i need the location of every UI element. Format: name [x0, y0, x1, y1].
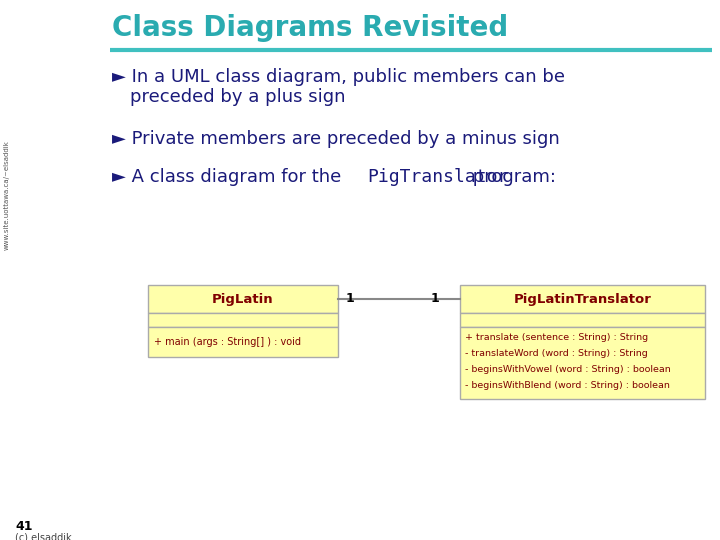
Text: PigTranslator: PigTranslator	[367, 168, 508, 186]
Text: www.site.uottawa.ca/~elsaddik: www.site.uottawa.ca/~elsaddik	[4, 140, 10, 250]
Text: + main (args : String[] ) : void: + main (args : String[] ) : void	[154, 337, 301, 347]
Bar	[148, 313, 338, 327]
Text: 1: 1	[346, 293, 354, 306]
Text: PigLatin: PigLatin	[212, 293, 274, 306]
Text: ► In a UML class diagram, public members can be: ► In a UML class diagram, public members…	[112, 68, 565, 86]
Text: ► A class diagram for the: ► A class diagram for the	[112, 168, 347, 186]
Bar	[460, 285, 705, 313]
Bar	[460, 313, 705, 327]
Bar	[460, 327, 705, 399]
Text: 41: 41	[15, 520, 32, 533]
Text: 1: 1	[431, 293, 439, 306]
Text: - beginsWithBlend (word : String) : boolean: - beginsWithBlend (word : String) : bool…	[465, 381, 670, 390]
Text: PigLatinTranslator: PigLatinTranslator	[513, 293, 652, 306]
Text: program:: program:	[467, 168, 556, 186]
Text: - translateWord (word : String) : String: - translateWord (word : String) : String	[465, 349, 648, 358]
Text: - beginsWithVowel (word : String) : boolean: - beginsWithVowel (word : String) : bool…	[465, 365, 671, 374]
Text: (c) elsaddik: (c) elsaddik	[15, 533, 71, 540]
Text: preceded by a plus sign: preceded by a plus sign	[130, 88, 346, 106]
Bar	[148, 285, 338, 313]
Text: + translate (sentence : String) : String: + translate (sentence : String) : String	[465, 333, 648, 342]
Text: ► Private members are preceded by a minus sign: ► Private members are preceded by a minu…	[112, 130, 559, 148]
Text: Class Diagrams Revisited: Class Diagrams Revisited	[112, 14, 508, 42]
Bar	[148, 327, 338, 357]
